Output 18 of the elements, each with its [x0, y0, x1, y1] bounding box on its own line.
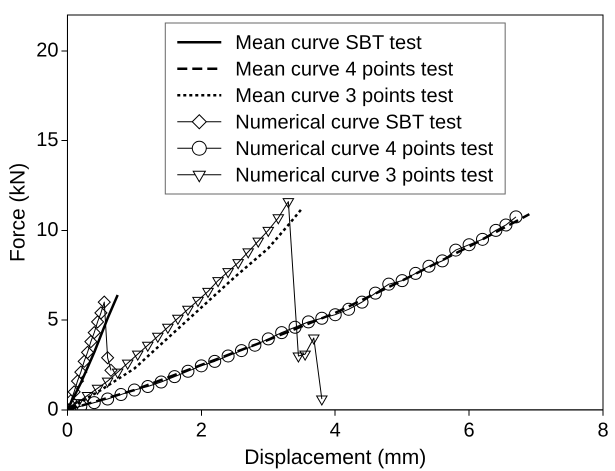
y-axis-title: Force (kN) — [6, 162, 30, 262]
x-tick-label: 4 — [330, 419, 341, 442]
legend-label: Mean curve SBT test — [235, 32, 422, 54]
legend-label: Numerical curve 4 points test — [235, 138, 494, 160]
y-tick-label: 15 — [36, 129, 58, 152]
x-axis-title: Displacement (mm) — [244, 446, 426, 470]
legend-label: Numerical curve 3 points test — [235, 164, 494, 186]
legend-label: Mean curve 4 points test — [235, 58, 454, 80]
x-tick-label: 2 — [196, 419, 207, 442]
x-tick-label: 6 — [464, 419, 475, 442]
legend-label: Mean curve 3 points test — [235, 84, 454, 107]
x-tick-label: 8 — [597, 419, 609, 442]
x-tick-label: 0 — [62, 419, 74, 442]
y-tick-label: 10 — [36, 218, 58, 241]
legend-label: Numerical curve SBT test — [235, 111, 462, 134]
y-tick-label: 0 — [47, 398, 58, 420]
y-tick-label: 5 — [47, 308, 58, 331]
y-tick-label: 20 — [36, 39, 58, 62]
